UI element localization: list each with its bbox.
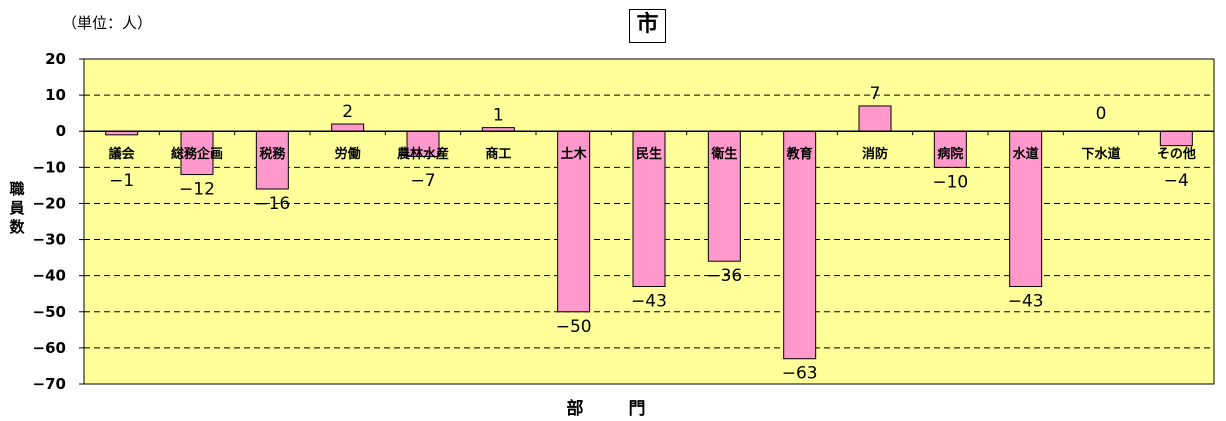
y-tick-label: −50 <box>33 303 66 321</box>
category-label: 税務 <box>259 146 286 162</box>
bar <box>783 130 817 360</box>
y-tick-label: −60 <box>33 339 66 357</box>
bar <box>331 123 365 132</box>
bar <box>632 130 666 287</box>
y-axis-label-char: 職 <box>9 180 25 198</box>
y-tick-label: −20 <box>33 194 66 212</box>
category-label: 教育 <box>786 146 813 162</box>
y-tick-label: 10 <box>45 86 66 104</box>
data-label: −63 <box>782 364 818 384</box>
bar <box>707 130 741 262</box>
y-tick-label: −10 <box>33 158 66 176</box>
category-label: 労働 <box>335 146 361 162</box>
y-axis-label-char: 員 <box>9 199 25 217</box>
category-label: 消防 <box>862 146 888 162</box>
y-tick-label: −30 <box>33 231 66 249</box>
category-label: 農林水産 <box>397 146 449 162</box>
data-label: −12 <box>179 180 215 200</box>
y-tick-label: 0 <box>56 122 66 140</box>
data-label: 1 <box>493 106 504 126</box>
category-label: 下水道 <box>1081 146 1120 162</box>
y-axis-label: 職 員 数 <box>6 180 28 237</box>
bar <box>1009 130 1043 287</box>
data-label: 7 <box>870 84 881 104</box>
y-tick-label: −70 <box>33 375 66 393</box>
data-label: −43 <box>631 292 667 312</box>
data-label: −50 <box>556 317 592 337</box>
category-label: 総務企画 <box>171 146 223 162</box>
data-label: −4 <box>1164 171 1189 191</box>
category-label: 病院 <box>937 146 963 162</box>
bar <box>1159 130 1193 147</box>
category-label: 議会 <box>109 146 136 162</box>
y-tick-label: −40 <box>33 267 66 285</box>
y-tick-label: 20 <box>45 50 66 68</box>
data-label: −16 <box>254 194 290 214</box>
chart-title: 市 <box>629 9 666 43</box>
bar <box>557 130 591 313</box>
data-label: −7 <box>410 171 435 191</box>
data-label: 2 <box>342 102 353 122</box>
bar <box>406 130 440 158</box>
category-label: 土木 <box>561 146 588 162</box>
category-label: その他 <box>1157 146 1196 162</box>
category-label: 民生 <box>636 146 662 162</box>
x-axis-label: 部 門 <box>566 399 660 419</box>
unit-note: （単位：人） <box>62 14 153 32</box>
category-label: 衛生 <box>710 146 737 162</box>
y-axis-label-char: 数 <box>9 218 25 236</box>
data-label: −43 <box>1008 292 1044 312</box>
data-label: 0 <box>1096 104 1107 124</box>
data-label: −36 <box>706 266 742 286</box>
data-label: −10 <box>932 172 968 192</box>
data-label: −1 <box>109 171 134 191</box>
category-label: 商工 <box>485 146 511 162</box>
category-label: 水道 <box>1013 146 1039 162</box>
bar <box>858 105 892 132</box>
